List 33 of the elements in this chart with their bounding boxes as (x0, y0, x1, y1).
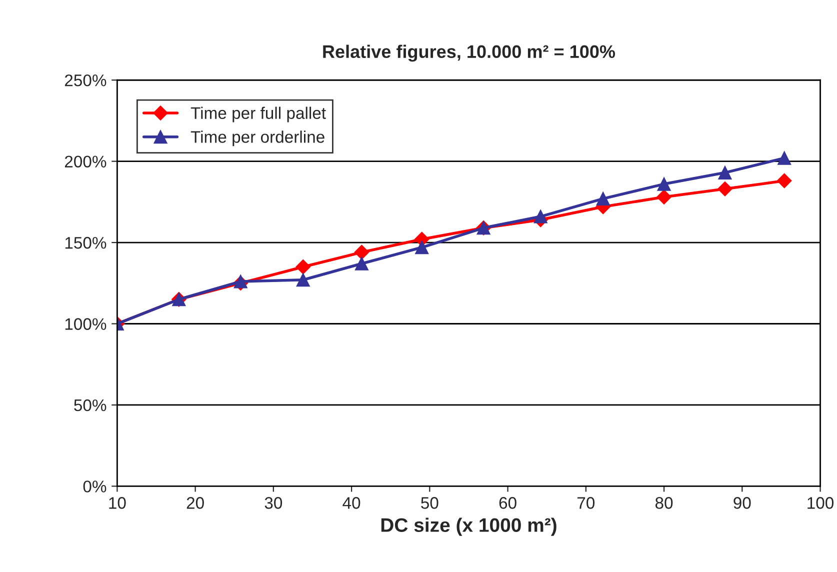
point (657, 177, 671, 191)
x-tick-label: 50 (421, 497, 438, 509)
y-tick-label: 200% (64, 156, 106, 168)
legend-label: Time per full pallet (190, 106, 326, 122)
y-tick-label: 0% (83, 480, 106, 492)
legend-label: Time per orderline (190, 130, 324, 146)
x-tick-label: 40 (342, 497, 360, 509)
x-tick-label: 80 (655, 497, 673, 509)
point (534, 210, 548, 224)
point (296, 260, 310, 274)
chart-title: Relative figures, 10.000 m² = 100% (323, 44, 616, 62)
x-tick-label: 70 (577, 497, 595, 509)
point (354, 244, 370, 260)
x-tick-label: 20 (186, 497, 204, 509)
point (778, 151, 792, 165)
point (296, 273, 310, 287)
y-tick-label: 150% (65, 236, 106, 249)
y-tick-label: 50% (74, 399, 106, 412)
y-tick-label: 100% (65, 318, 106, 330)
x-tick-label: 10 (109, 497, 126, 509)
x-tick-label: 60 (499, 497, 516, 509)
x-axis-title: DC size (x 1000 m²) (381, 518, 556, 536)
point (656, 190, 672, 204)
point (718, 182, 732, 196)
point (415, 240, 429, 254)
point (776, 173, 792, 188)
x-tick-label: 90 (734, 497, 751, 509)
y-tick-label: 250% (64, 74, 106, 86)
point (596, 192, 610, 206)
x-tick-label: 100 (808, 497, 834, 509)
x-tick-label: 30 (264, 497, 282, 509)
point (718, 166, 732, 180)
point (354, 256, 368, 270)
